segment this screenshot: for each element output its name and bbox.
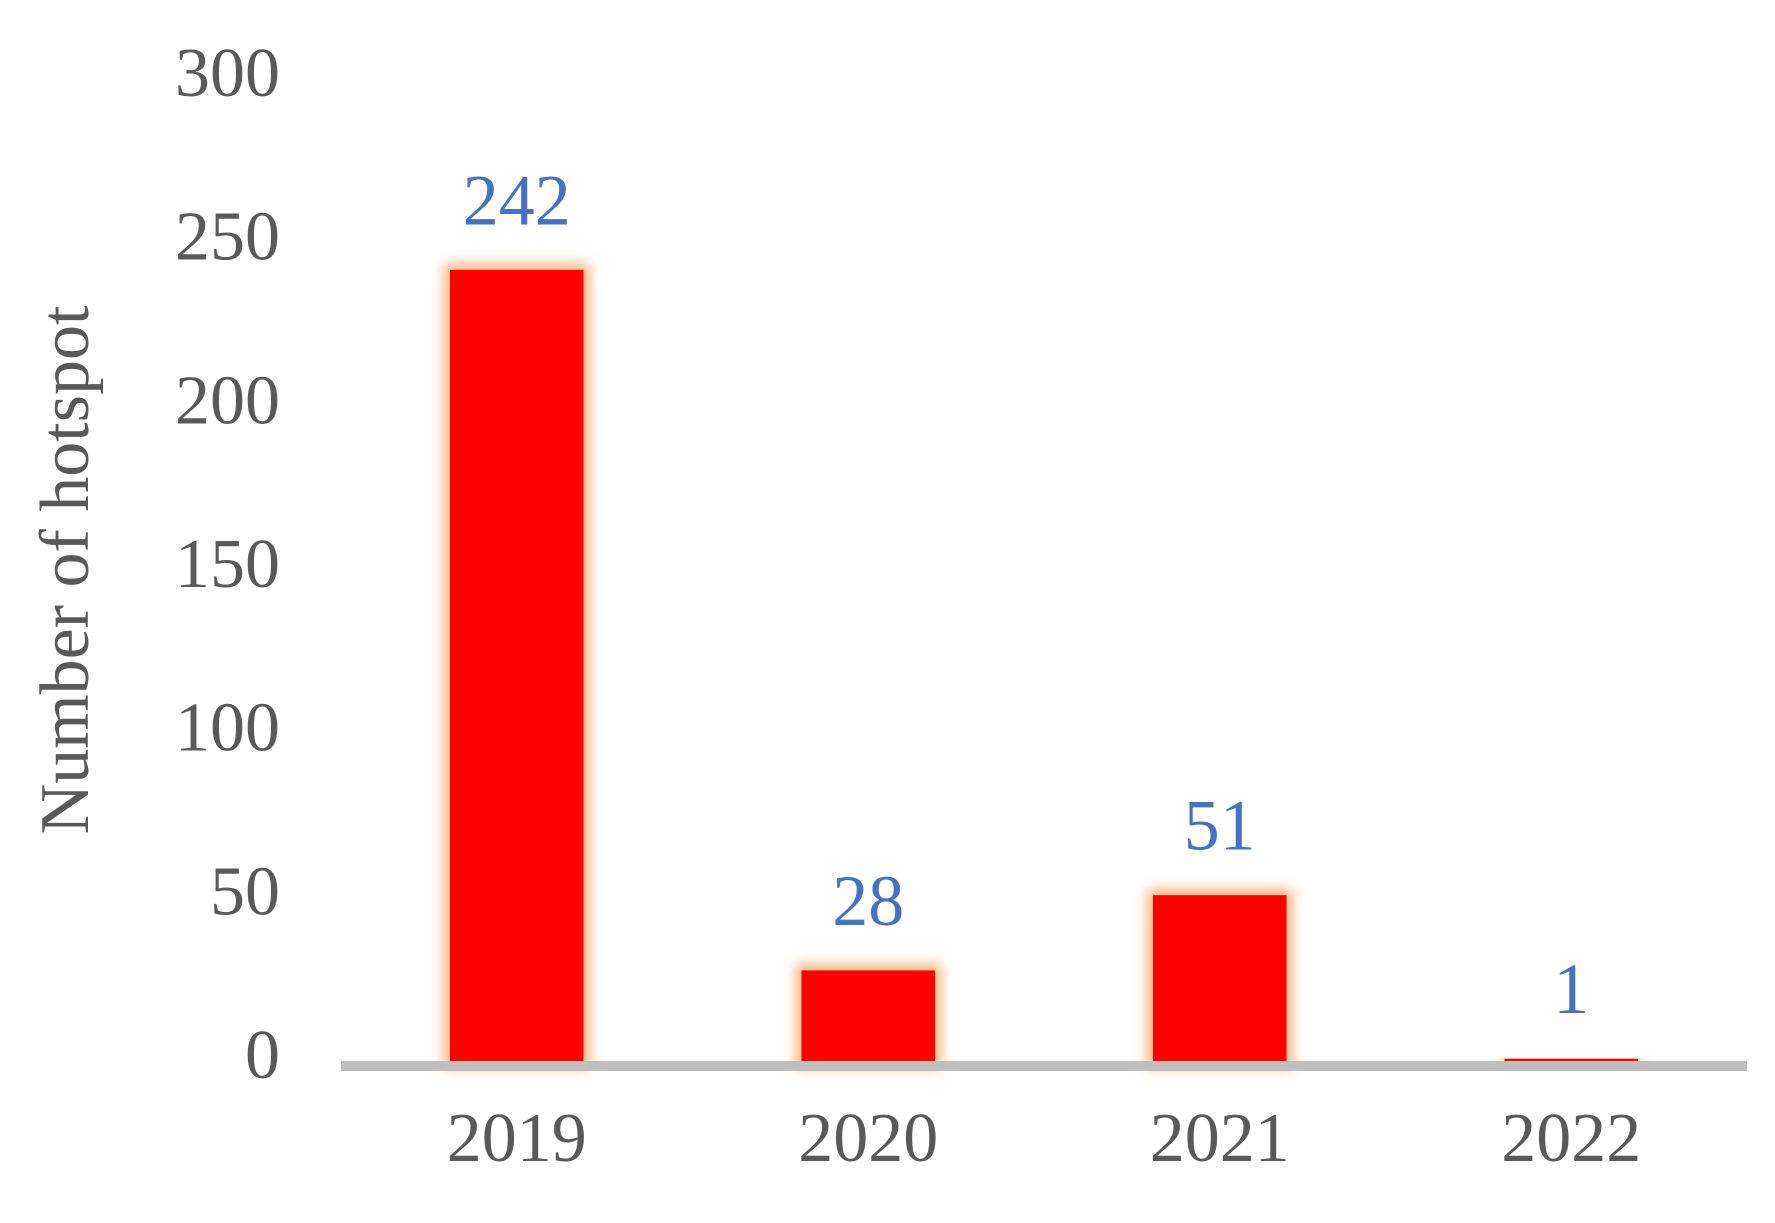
x-tick-label: 2019 [447, 1100, 587, 1177]
y-tick-label: 250 [175, 199, 280, 276]
value-label: 1 [1553, 949, 1589, 1029]
y-tick-label: 200 [175, 362, 280, 439]
x-tick-label: 2021 [1150, 1100, 1290, 1177]
bar [1152, 895, 1287, 1062]
y-tick-label: 0 [245, 1017, 280, 1094]
x-tick-label: 2020 [798, 1100, 938, 1177]
bar [801, 970, 936, 1062]
bar [1504, 1058, 1639, 1062]
value-label: 28 [832, 861, 904, 941]
value-label: 51 [1184, 786, 1256, 866]
value-label: 242 [463, 160, 571, 240]
y-tick-label: 50 [210, 853, 280, 930]
y-axis-label: Number of hotspot [27, 305, 104, 834]
y-tick-label: 150 [175, 526, 280, 603]
y-tick-label: 100 [175, 690, 280, 767]
y-tick-label: 300 [175, 35, 280, 112]
bar [449, 269, 584, 1062]
x-tick-label: 2022 [1501, 1100, 1641, 1177]
